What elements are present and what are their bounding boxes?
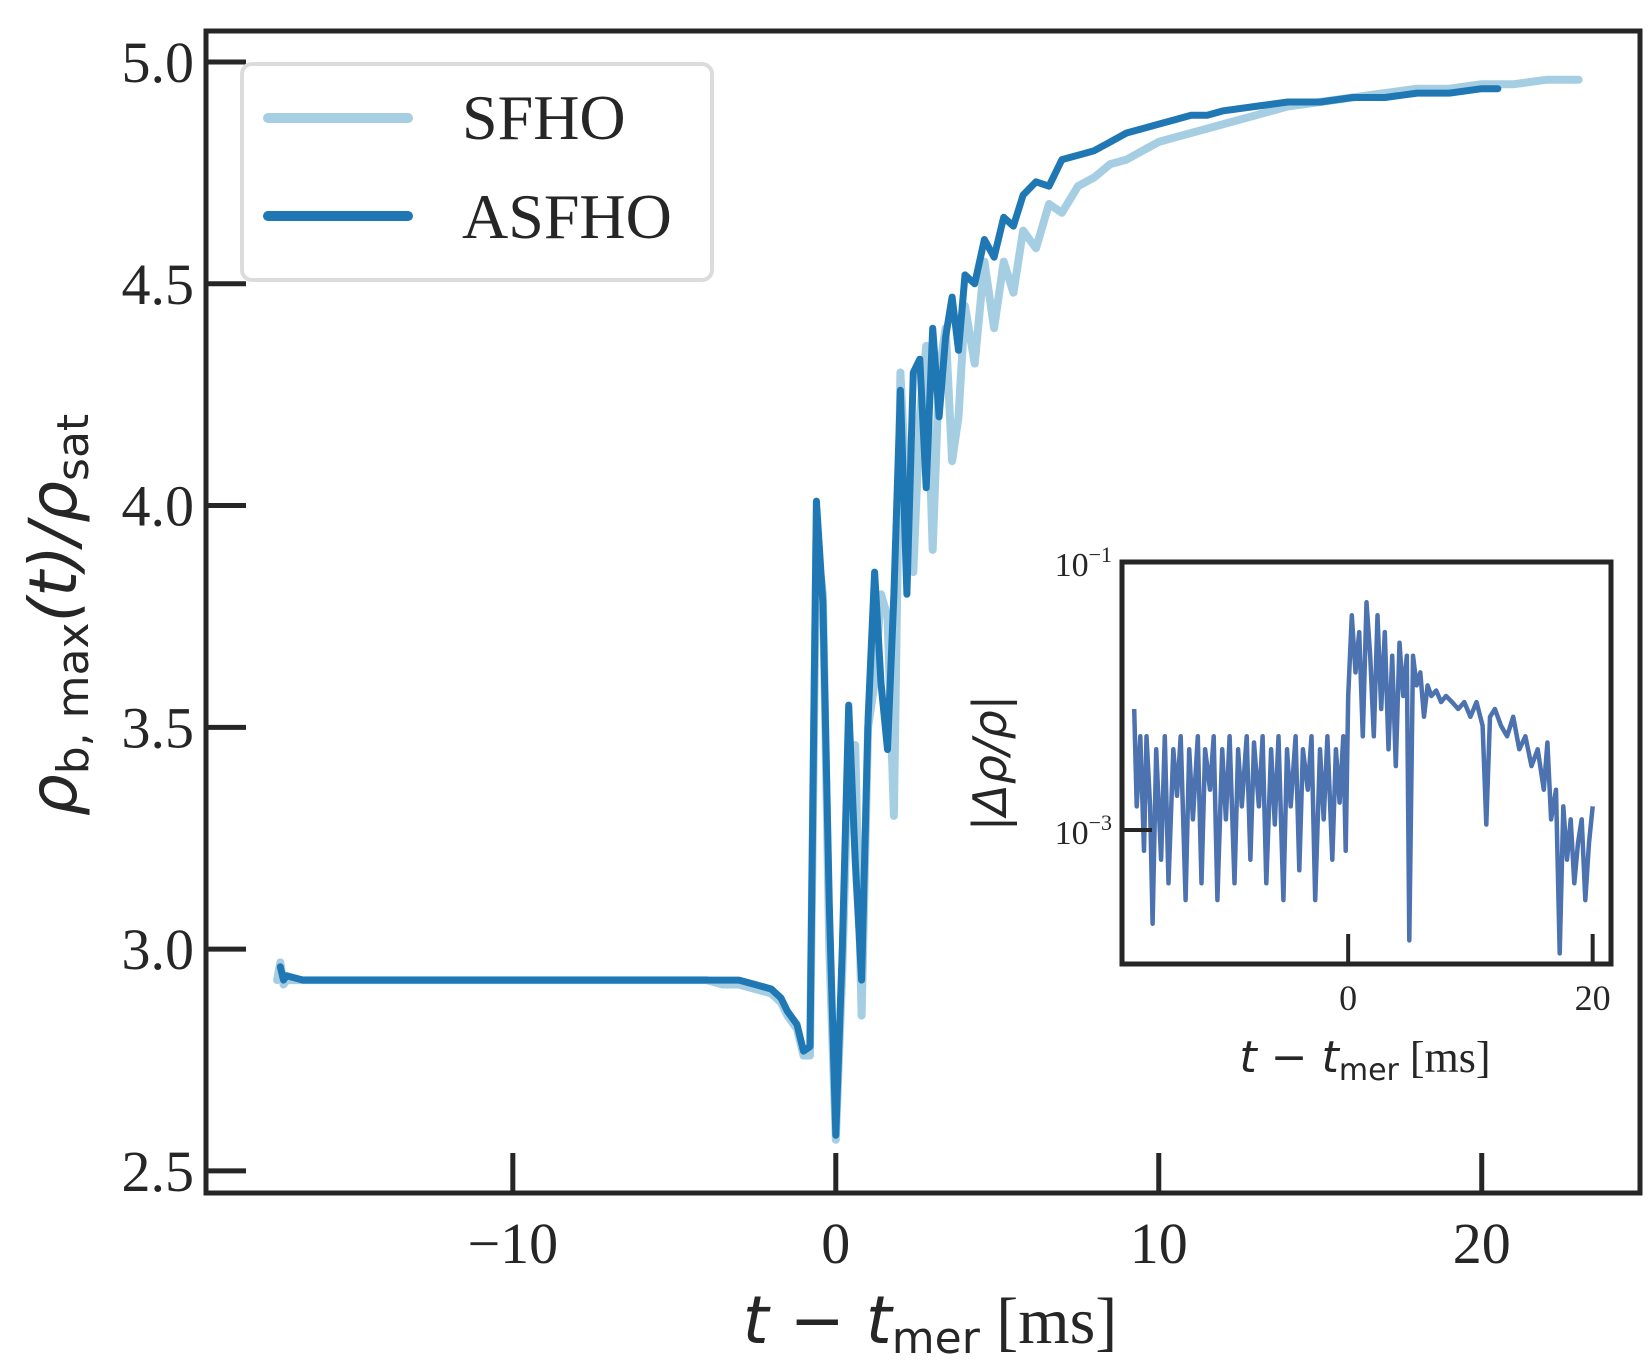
main-y-axis-label: ρb, max(t)/ρsat [15, 414, 99, 816]
inset-x-axis-label: t − tmer [ms] [1239, 1032, 1490, 1088]
x-label-minus: − [769, 1282, 866, 1359]
main-xtick-label: 20 [1453, 1211, 1511, 1276]
ytick-base: 10 [1055, 547, 1089, 584]
legend: SFHO ASFHO [240, 62, 714, 282]
ytick-base: 10 [1055, 815, 1089, 852]
y-label-sub: b, max [48, 623, 99, 775]
inset-x-tick-labels: 0 20 [1339, 978, 1611, 1018]
inset-x-label-var2: t [1322, 1032, 1341, 1083]
main-xtick-label: −10 [467, 1211, 558, 1276]
y-label-mid: (t)/ [15, 516, 92, 622]
main-ytick-label: 2.5 [122, 1139, 195, 1204]
inset-x-label-var: t [1239, 1032, 1258, 1083]
x-label-var: t [743, 1282, 771, 1359]
inset-ytick-label: 10−3 [1055, 810, 1112, 852]
main-ytick-label: 4.5 [122, 252, 195, 317]
inset-x-label-sub: mer [1339, 1053, 1400, 1088]
main-ytick-label: 3.5 [122, 695, 195, 760]
main-xtick-label: 0 [821, 1211, 850, 1276]
inset-y-axis-label: |Δρ/ρ| [963, 695, 1018, 831]
y-label-rho2: ρ [15, 481, 92, 523]
inset-x-label-minus: − [1257, 1032, 1322, 1083]
inset-ytick-label: 10−1 [1055, 542, 1112, 584]
main-plot: 2.5 3.0 3.5 4.0 4.5 5.0 −10 0 10 20 t − … [15, 28, 1643, 1361]
main-ytick-label: 4.0 [122, 474, 195, 539]
main-xtick-label: 10 [1130, 1211, 1188, 1276]
inset-x-label-unit: [ms] [1399, 1033, 1491, 1082]
x-label-unit: [ms] [980, 1285, 1117, 1358]
inset-plot-frame [1119, 559, 1614, 967]
inset-series-line [1131, 600, 1595, 956]
ytick-exp: −3 [1089, 810, 1112, 835]
main-ytick-label: 3.0 [122, 917, 195, 982]
inset-xtick-label: 20 [1575, 978, 1611, 1018]
inset-series-delta-rho [1131, 600, 1595, 956]
series-line-asfho [276, 85, 1502, 1139]
main-x-tick-labels: −10 0 10 20 [467, 1211, 1510, 1276]
x-label-var2: t [866, 1282, 894, 1359]
main-x-axis-label: t − tmer [ms] [743, 1282, 1118, 1361]
legend-label-asfho: ASFHO [462, 181, 672, 252]
inset-y-tick-labels: 10−1 10−3 [1055, 542, 1112, 852]
main-ytick-label: 5.0 [122, 30, 195, 95]
ytick-exp: −1 [1089, 542, 1112, 567]
main-series-lines [273, 75, 1583, 1144]
y-label-rho: ρ [15, 774, 92, 816]
y-label-sub2: sat [48, 414, 99, 481]
legend-label-sfho: SFHO [462, 82, 626, 153]
main-axis-ticks [206, 59, 1485, 1193]
x-label-sub: mer [892, 1313, 981, 1361]
inset-xtick-label: 0 [1339, 978, 1357, 1018]
inset-plot: 10−1 10−3 0 20 t − tmer [ms] |Δρ/ρ| [963, 542, 1614, 1088]
main-y-tick-labels: 2.5 3.0 3.5 4.0 4.5 5.0 [122, 30, 195, 1204]
main-plot-frame [203, 28, 1643, 1196]
